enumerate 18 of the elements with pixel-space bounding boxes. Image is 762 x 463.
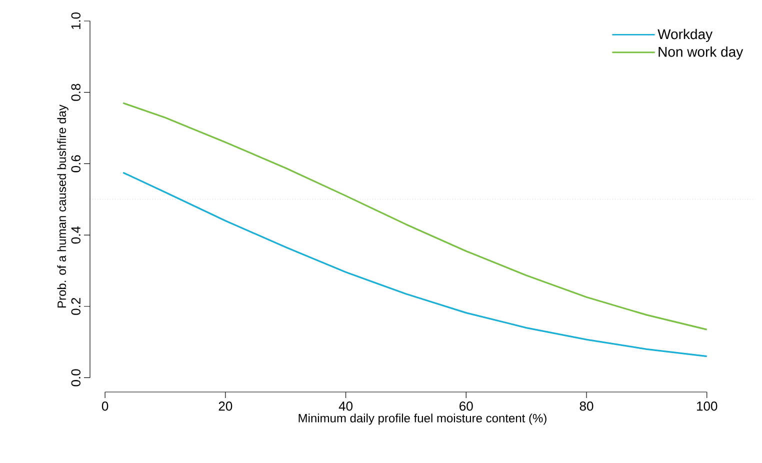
x-axis-title: Minimum daily profile fuel moisture content (%) <box>298 414 546 425</box>
y-tick-label: 0.0 <box>71 369 80 386</box>
x-tick-label: 20 <box>218 402 232 411</box>
y-tick-label: 0.4 <box>71 226 80 244</box>
x-tick-label: 80 <box>580 402 594 411</box>
y-tick-label: 0.8 <box>71 84 80 101</box>
legend-label: Non work day <box>658 46 744 60</box>
y-axis-title: Prob. of a human caused bushfire day <box>57 104 68 308</box>
y-tick-label: 1.0 <box>71 12 80 30</box>
x-tick-label: 0 <box>102 402 108 411</box>
x-tick-label: 40 <box>338 402 352 411</box>
y-tick-label: 0.6 <box>71 155 80 172</box>
line-series <box>122 172 708 358</box>
x-tick-label: 60 <box>460 402 473 411</box>
legend-label: Workday <box>658 28 713 42</box>
x-tick-label: 100 <box>697 402 718 411</box>
line-series <box>122 102 708 330</box>
y-tick-label: 0.2 <box>71 298 80 315</box>
